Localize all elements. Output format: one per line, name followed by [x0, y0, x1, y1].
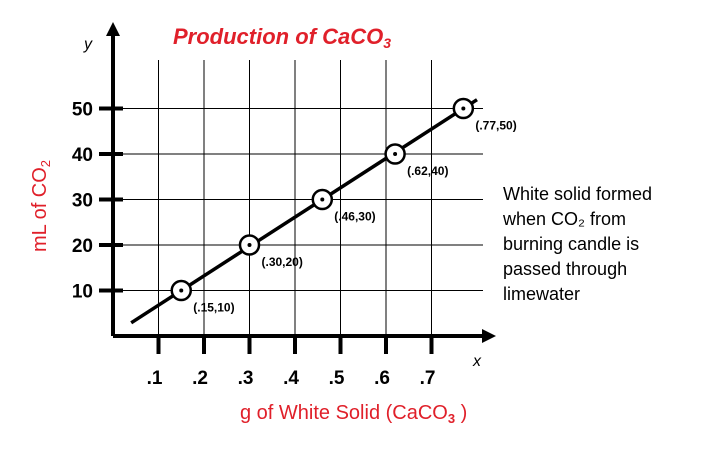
y-axis-label: mL of CO2	[29, 160, 53, 252]
x-tick-label: .5	[329, 368, 345, 389]
data-point-center	[179, 288, 184, 293]
x-tick-label: .6	[374, 368, 390, 389]
axes	[106, 22, 496, 343]
annotation: White solid formed when CO₂ from burning c…	[502, 184, 652, 304]
data-label: (.62,40)	[407, 164, 448, 178]
y-axis-letter: y	[83, 36, 93, 53]
data-label: (.30,20)	[262, 255, 303, 269]
annotation-line: burning candle is	[503, 234, 639, 254]
data-point-center	[461, 106, 466, 111]
data-point-center	[320, 197, 325, 202]
chart-title: Production of CaCO3	[173, 24, 391, 51]
annotation-line: when CO₂ from	[502, 209, 626, 229]
annotation-line: White solid formed	[503, 184, 652, 204]
x-tick-label: .2	[192, 368, 208, 389]
data-label: (.15,10)	[193, 301, 234, 315]
series: (.15,10) (.30,20) (.46,30) (.62,40) (.77,50)	[130, 97, 517, 325]
y-tick-label: 50	[72, 100, 93, 121]
data-label: (.77,50)	[475, 119, 516, 133]
annotation-line: passed through	[503, 259, 627, 279]
data-point-center	[393, 152, 398, 156]
annotation-line: limewater	[503, 284, 580, 304]
x-tick-label: .1	[147, 368, 163, 389]
y-tick-label: 30	[72, 191, 93, 212]
y-tick-label: 40	[72, 145, 93, 166]
y-axis-arrow	[106, 22, 120, 36]
data-label: (.46,30)	[334, 210, 375, 224]
y-tick-label: 10	[72, 282, 93, 303]
y-tick-label: 20	[72, 236, 93, 257]
x-axis-label: g of White Solid (CaCO3 )	[240, 402, 467, 426]
data-point-center	[247, 243, 252, 247]
x-tick-label: .4	[283, 368, 299, 389]
x-axis-letter: x	[472, 353, 482, 370]
x-tick-label: .3	[238, 368, 254, 389]
x-tick-label: .7	[420, 368, 436, 389]
grid	[113, 60, 483, 336]
x-axis-arrow	[482, 329, 496, 343]
ticks: .1 .2 .3 .4 .5 .6 .7 10 20 30 40 50	[72, 100, 436, 390]
